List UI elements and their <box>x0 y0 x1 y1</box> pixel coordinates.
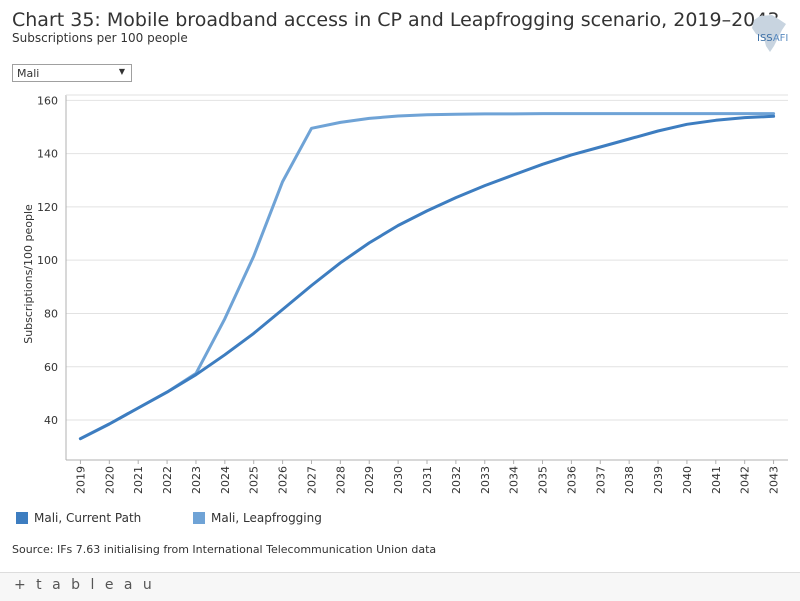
y-tick-160: 160 <box>37 94 58 107</box>
country-dropdown-value: Mali <box>17 67 40 80</box>
x-tick-2021: 2021 <box>132 466 145 494</box>
x-tick-2042: 2042 <box>739 466 752 494</box>
x-tick-2043: 2043 <box>768 466 781 494</box>
y-tick-120: 120 <box>37 201 58 214</box>
x-tick-2039: 2039 <box>652 466 665 494</box>
x-tick-2030: 2030 <box>392 466 405 494</box>
series-lines <box>78 112 776 441</box>
x-tick-2035: 2035 <box>537 466 550 494</box>
x-tick-2024: 2024 <box>219 466 232 494</box>
grid-lines <box>66 99 788 421</box>
x-tick-2036: 2036 <box>565 466 578 494</box>
y-tick-140: 140 <box>37 148 58 161</box>
legend-swatch-current-path <box>16 512 28 524</box>
y-tick-40: 40 <box>44 414 58 427</box>
x-tick-2023: 2023 <box>190 466 203 494</box>
series-leapfrogging <box>78 112 776 441</box>
source-note: Source: IFs 7.63 initialising from Inter… <box>12 543 437 556</box>
x-tick-labels: 2019 2020 2021 2022 2023 2024 2025 2026 2027 2028… <box>74 466 780 494</box>
x-tick-2019: 2019 <box>74 466 87 494</box>
x-tick-2022: 2022 <box>161 466 174 494</box>
x-tick-2041: 2041 <box>710 466 723 494</box>
tableau-footer: + t a b l e a u <box>0 572 800 601</box>
tableau-logo[interactable]: + t a b l e a u <box>14 577 155 593</box>
x-tick-2028: 2028 <box>334 466 347 494</box>
x-tick-2026: 2026 <box>277 466 290 494</box>
x-tick-2027: 2027 <box>305 466 318 494</box>
chevron-down-icon: ▼ <box>118 67 125 76</box>
chart-title: Chart 35: Mobile broadband access in CP … <box>12 9 780 31</box>
x-tick-2029: 2029 <box>363 466 376 494</box>
legend-label-leapfrogging: Mali, Leapfrogging <box>211 511 322 525</box>
legend-item-leapfrogging[interactable]: Mali, Leapfrogging <box>193 511 322 525</box>
x-tick-2033: 2033 <box>479 466 492 494</box>
x-tick-2032: 2032 <box>450 466 463 494</box>
chart-subtitle: Subscriptions per 100 people <box>12 31 188 45</box>
x-tick-2037: 2037 <box>594 466 607 494</box>
legend-swatch-leapfrogging <box>193 512 205 524</box>
axes <box>65 94 788 464</box>
y-tick-labels: 40 60 80 100 120 140 160 <box>37 94 58 427</box>
y-axis-label: Subscriptions/100 people <box>22 204 35 344</box>
y-tick-100: 100 <box>37 254 58 267</box>
y-tick-60: 60 <box>44 361 58 374</box>
logo-afi: AFI <box>772 33 789 44</box>
series-current-path <box>78 114 776 441</box>
logo-iss: ISS <box>757 33 773 44</box>
x-tick-2031: 2031 <box>421 466 434 494</box>
legend-item-current-path[interactable]: Mali, Current Path <box>16 511 141 525</box>
x-tick-2040: 2040 <box>681 466 694 494</box>
x-tick-2025: 2025 <box>248 466 261 494</box>
x-tick-2020: 2020 <box>103 466 116 494</box>
legend-label-current-path: Mali, Current Path <box>34 511 142 525</box>
x-tick-2038: 2038 <box>623 466 636 494</box>
y-tick-80: 80 <box>44 307 58 320</box>
iss-logo-text: ISSAFI <box>757 33 788 44</box>
africa-map-icon <box>752 15 786 52</box>
country-dropdown[interactable]: Mali ▼ <box>12 64 132 82</box>
x-tick-2034: 2034 <box>508 466 521 494</box>
